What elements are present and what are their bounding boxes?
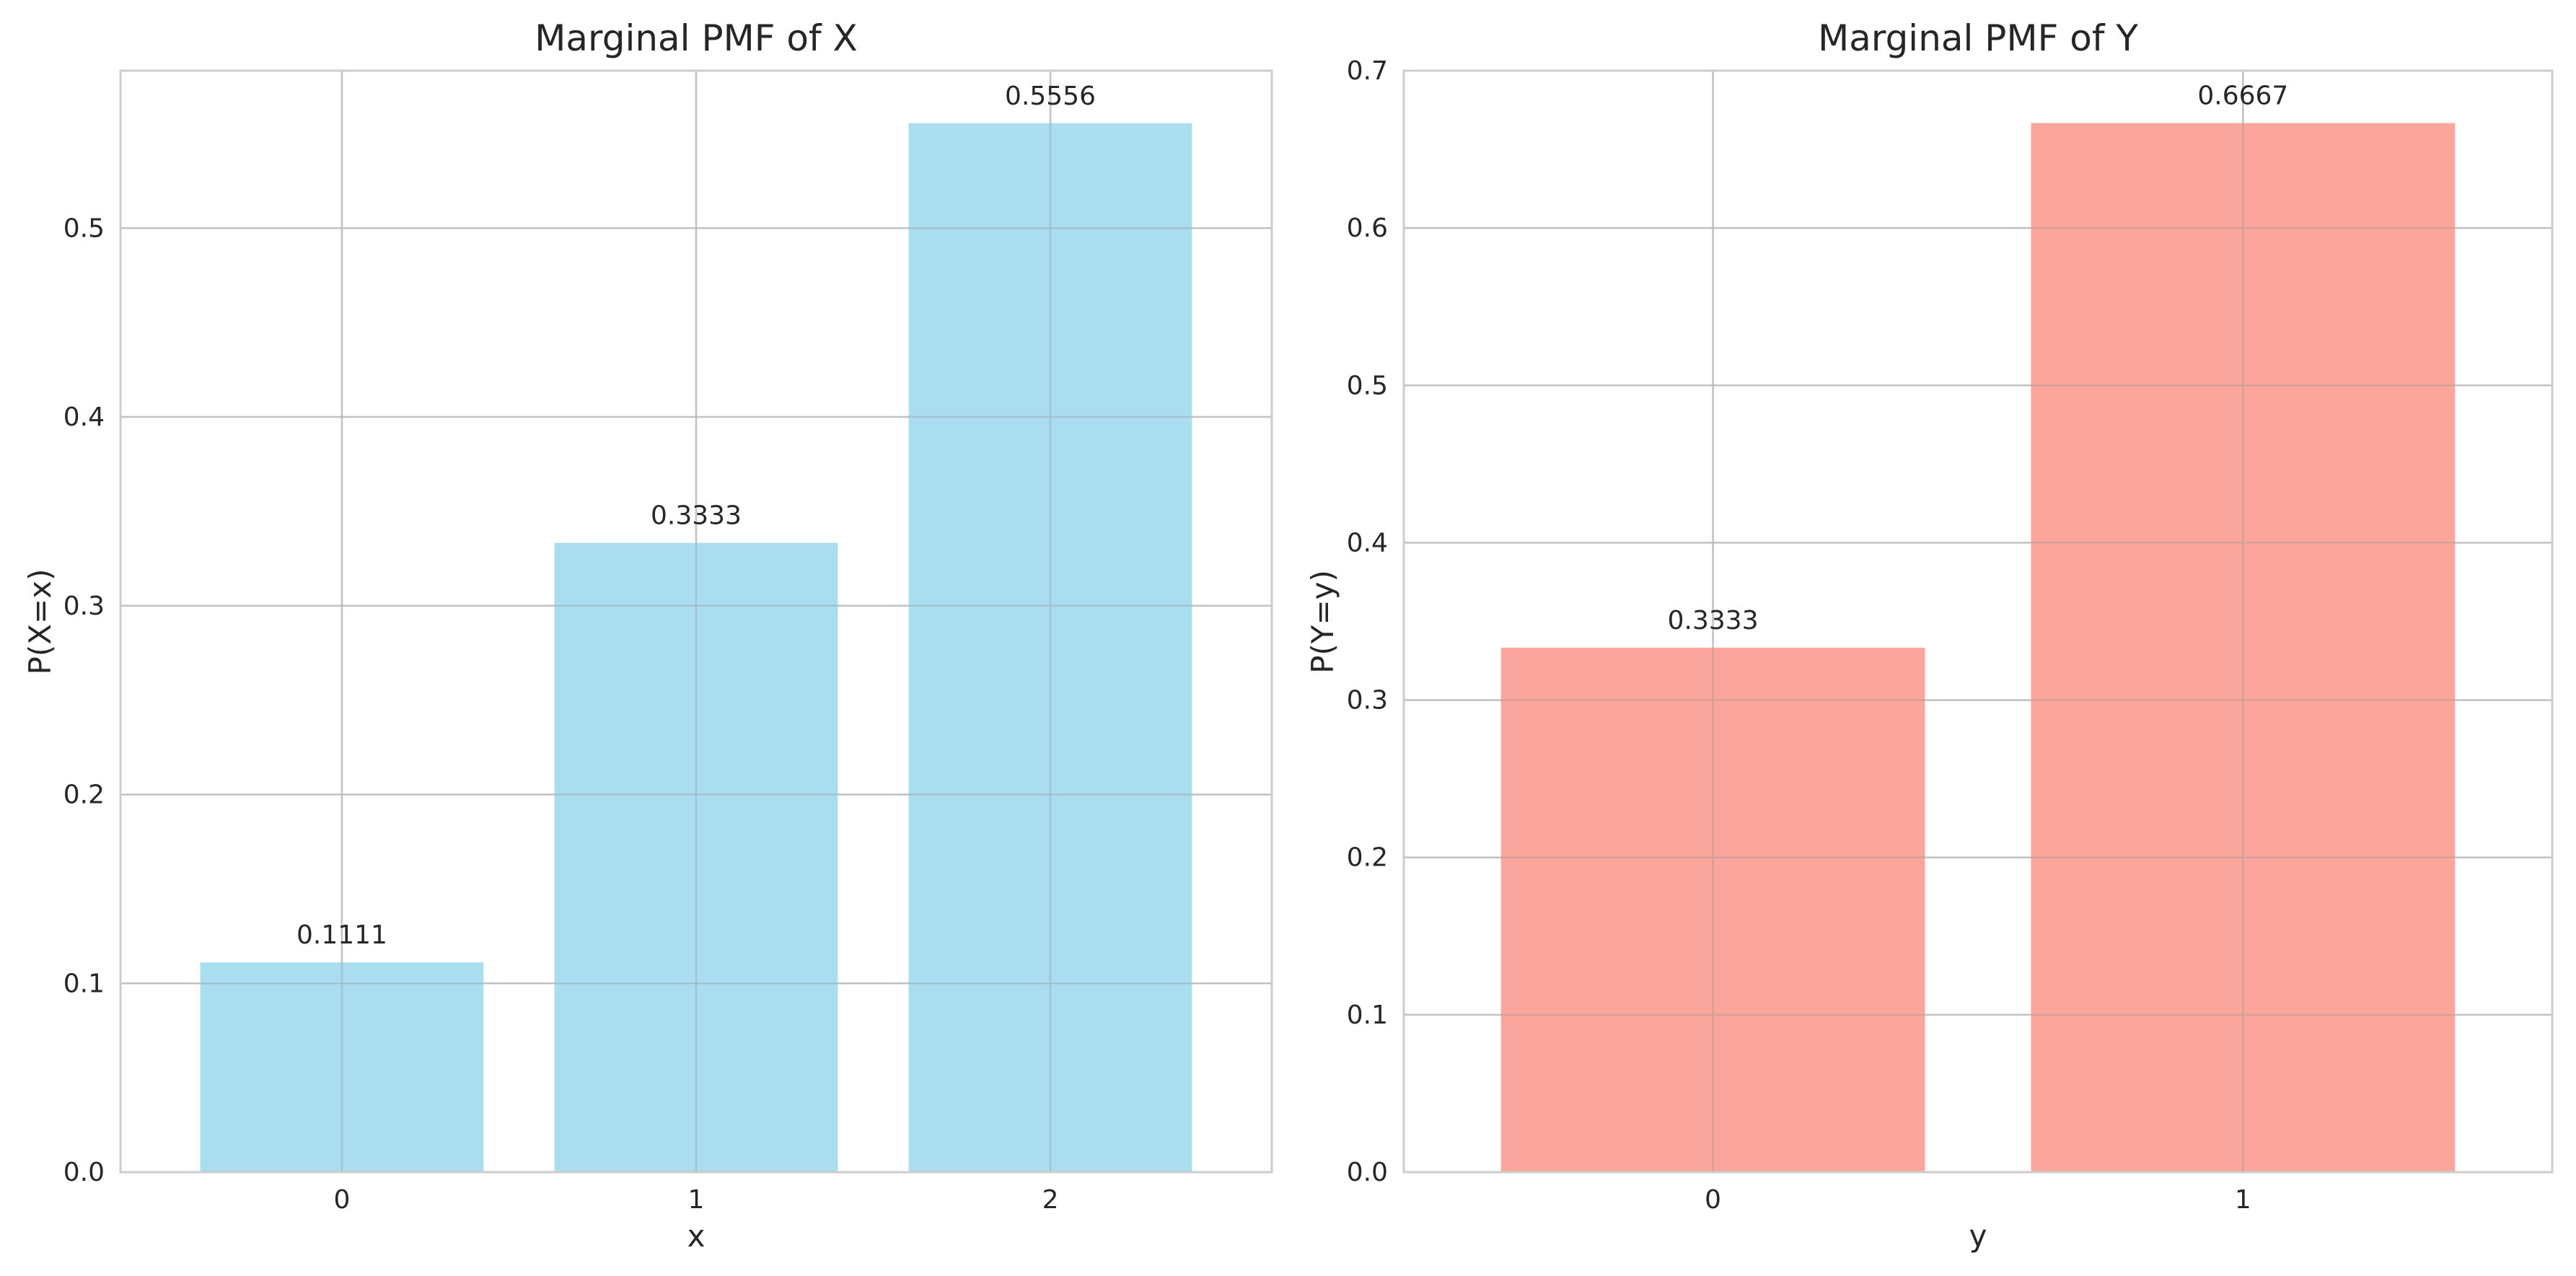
x-axis-label: x xyxy=(687,1218,705,1254)
y-tick-label: 0.2 xyxy=(1347,843,1388,873)
x-tick-label: 0 xyxy=(1705,1185,1721,1215)
data-label: 0.3333 xyxy=(651,501,742,531)
x-tick-label: 0 xyxy=(334,1185,351,1215)
x-tick-label: 1 xyxy=(2235,1185,2251,1215)
y-tick-label: 0.7 xyxy=(1347,56,1388,86)
plot-frame xyxy=(119,69,1273,1174)
bar xyxy=(200,962,484,1172)
data-label: 0.5556 xyxy=(1005,82,1096,111)
y-tick-label: 0.4 xyxy=(1347,528,1388,558)
data-label: 0.3333 xyxy=(1668,606,1759,635)
y-tick-label: 0.0 xyxy=(1347,1158,1388,1187)
chart-marginal-x: Marginal PMF of X 0.0 0.1 0.2 0.3 0.4 0.5 0.11… xyxy=(22,17,1273,1254)
bar xyxy=(908,123,1192,1172)
bar xyxy=(2031,123,2456,1172)
chart-title: Marginal PMF of Y xyxy=(1818,17,2138,59)
data-label: 0.1111 xyxy=(296,920,387,950)
y-tick-label: 0.6 xyxy=(1347,214,1388,243)
x-tick-label: 1 xyxy=(688,1185,705,1215)
bar xyxy=(554,542,838,1172)
plot-frame xyxy=(1402,69,2554,1174)
y-tick-label: 0.3 xyxy=(1347,686,1388,716)
y-tick-label: 0.5 xyxy=(1347,371,1388,400)
y-tick-label: 0.4 xyxy=(63,402,105,432)
y-tick-label: 0.1 xyxy=(63,969,105,998)
y-tick-label: 0.1 xyxy=(1347,1000,1388,1030)
y-axis-label: P(Y=y) xyxy=(1305,570,1340,674)
y-tick-label: 0.0 xyxy=(63,1158,105,1187)
y-tick-label: 0.2 xyxy=(63,780,105,810)
bar xyxy=(1500,647,1925,1172)
y-tick-label: 0.5 xyxy=(63,214,105,243)
chart-marginal-y: Marginal PMF of Y 0.0 0.1 0.2 0.3 0.4 0.5 0.6 0… xyxy=(1305,17,2554,1254)
y-axis-label: P(X=x) xyxy=(22,569,58,675)
y-tick-label: 0.3 xyxy=(63,591,105,621)
x-axis-label: y xyxy=(1969,1218,1987,1254)
x-tick-label: 2 xyxy=(1042,1185,1059,1215)
chart-title: Marginal PMF of X xyxy=(535,17,858,59)
data-label: 0.6667 xyxy=(2197,82,2288,111)
